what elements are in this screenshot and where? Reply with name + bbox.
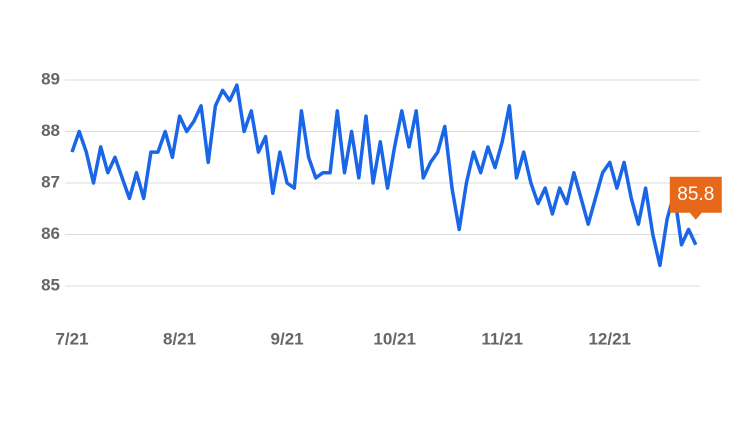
y-tick-label: 87 (41, 172, 60, 191)
callout-box (669, 176, 722, 220)
y-tick-label: 88 (41, 121, 60, 140)
value-label: 85.8 (677, 184, 714, 205)
x-tick-label: 12/21 (588, 329, 631, 348)
y-tick-label: 89 (41, 69, 60, 88)
x-tick-label: 8/21 (163, 329, 196, 348)
x-tick-label: 11/21 (481, 329, 523, 348)
y-tick-label: 86 (41, 224, 60, 243)
value-callout: 85.8 (669, 176, 722, 220)
x-tick-label: 7/21 (55, 329, 88, 348)
y-tick-label: 85 (41, 275, 60, 294)
line (70, 83, 698, 268)
x-tick-label: 9/21 (271, 329, 304, 348)
x-tick-label: 10/21 (373, 329, 416, 348)
